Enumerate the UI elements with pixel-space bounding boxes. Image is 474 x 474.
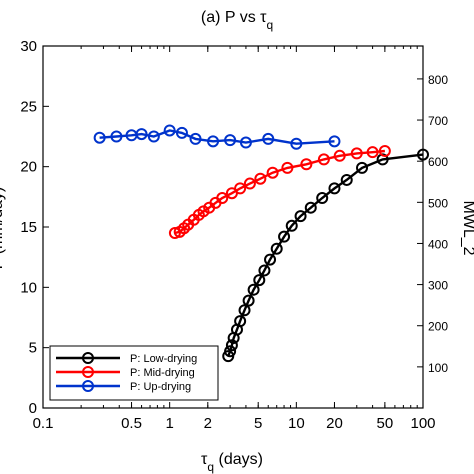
data-point (110, 130, 123, 143)
data-point (224, 134, 237, 147)
data-point (328, 135, 341, 148)
data-point (266, 166, 279, 179)
data-point (258, 264, 271, 277)
legend-marker (82, 380, 94, 392)
data-point (239, 136, 252, 149)
legend-label: P: Up-drying (130, 381, 191, 393)
y-tick-label: 30 (20, 38, 37, 55)
data-point (243, 177, 256, 190)
data-point (253, 274, 266, 287)
data-point (189, 132, 202, 145)
data-point (294, 210, 307, 223)
data-point (175, 126, 188, 139)
series-layer (93, 124, 429, 363)
x-tick-label: 0.5 (121, 415, 142, 432)
data-point (378, 144, 391, 157)
legend-label: P: Mid-drying (130, 367, 195, 379)
y-tick-label: 25 (20, 98, 37, 115)
legend-label: P: Low-drying (130, 353, 197, 365)
data-point (366, 146, 379, 159)
data-point (316, 192, 329, 205)
right-y-tick-label: 700 (428, 114, 448, 128)
y-tick-label: 5 (29, 340, 37, 357)
legend-marker (82, 352, 94, 364)
data-point (417, 148, 429, 161)
y-tick-label: 20 (20, 159, 37, 176)
series-line (227, 153, 424, 357)
data-point (328, 182, 341, 195)
data-point (281, 161, 294, 174)
data-point (290, 137, 303, 150)
legend-marker (82, 366, 94, 378)
x-tick-label: 2 (204, 415, 212, 432)
chart-title: (a) P vs τq (201, 9, 273, 32)
series (222, 148, 429, 363)
y-axis-label: P (mm/day) (0, 187, 6, 269)
data-point (135, 128, 148, 141)
data-point (93, 131, 106, 144)
data-point (350, 147, 363, 160)
data-point (333, 149, 346, 162)
series-line (174, 149, 386, 235)
x-axis-label: τq (days) (201, 451, 263, 474)
data-point (168, 227, 181, 240)
data-point (285, 219, 298, 232)
x-tick-label: 10 (288, 415, 305, 432)
data-point (264, 253, 277, 266)
right-y-tick-label: 200 (428, 320, 448, 334)
data-point (317, 153, 330, 166)
data-point (300, 158, 313, 171)
right-y-tick-label: 500 (428, 196, 448, 210)
right-y-axis-label: MWL_2 (460, 200, 474, 255)
data-point (225, 339, 238, 352)
series (168, 144, 391, 240)
data-point (340, 173, 353, 186)
data-point (247, 283, 260, 296)
data-point (224, 345, 237, 358)
series-line (99, 129, 335, 145)
axes: 0.1 0.5 1 2 5 10 20 50 1000510152025301002003004… (20, 38, 448, 432)
data-point (242, 294, 255, 307)
right-y-tick-label: 100 (428, 361, 448, 375)
data-point (356, 161, 369, 174)
right-y-tick-label: 300 (428, 279, 448, 293)
legend: P: Low-drying P: Mid-drying P: Up-drying (49, 345, 219, 401)
x-tick-label: 100 (410, 415, 435, 432)
data-point (234, 182, 247, 195)
data-point (278, 230, 291, 243)
y-tick-label: 10 (20, 279, 37, 296)
data-point (254, 172, 267, 185)
data-point (163, 124, 176, 137)
data-point (216, 192, 229, 205)
data-point (147, 130, 160, 143)
data-point (262, 132, 275, 145)
right-y-tick-label: 400 (428, 237, 448, 251)
right-y-tick-label: 800 (428, 73, 448, 87)
x-tick-label: 0.1 (33, 415, 54, 432)
data-point (376, 153, 389, 166)
x-tick-label: 20 (326, 415, 343, 432)
data-point (234, 315, 247, 328)
x-tick-label: 50 (377, 415, 394, 432)
x-tick-label: 1 (165, 415, 173, 432)
data-point (207, 135, 220, 148)
series (93, 124, 341, 150)
data-point (238, 304, 251, 317)
y-tick-label: 0 (29, 400, 37, 417)
data-point (304, 201, 317, 214)
x-tick-label: 5 (254, 415, 262, 432)
y-tick-label: 15 (20, 219, 37, 236)
data-point (270, 242, 283, 255)
right-y-tick-label: 600 (428, 155, 448, 169)
